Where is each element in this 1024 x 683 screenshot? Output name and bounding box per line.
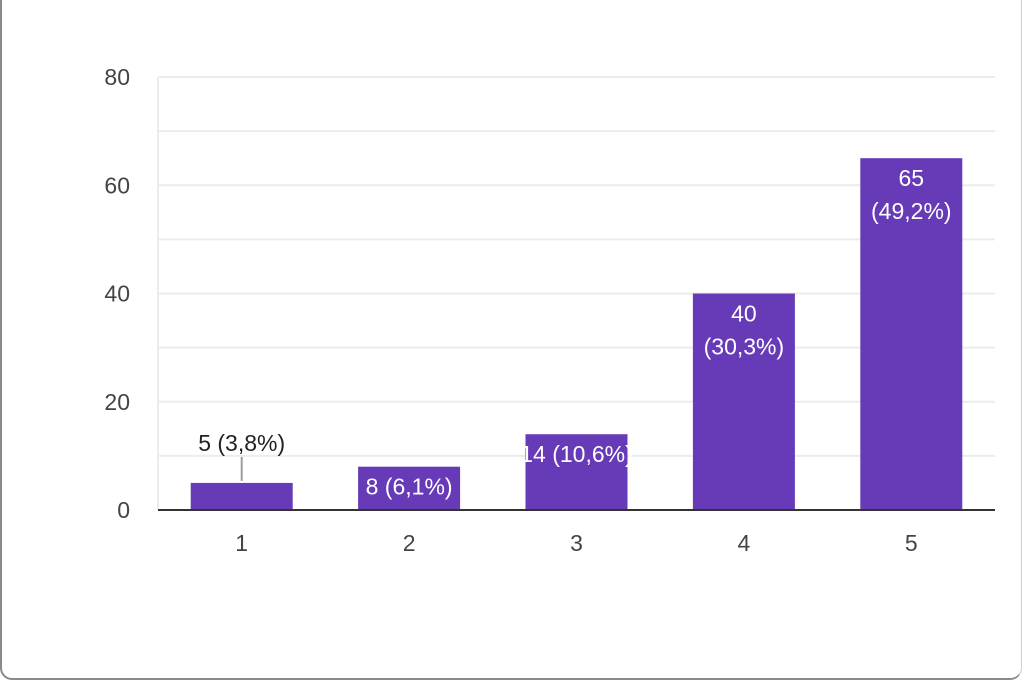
bar [190,482,293,510]
bar [358,466,461,510]
data-label: 5 (3,8%) [198,430,285,456]
data-label-percent: (49,2%) [871,198,952,224]
x-tick-label: 1 [235,530,248,556]
bar [692,293,795,510]
y-tick-label: 40 [104,281,130,307]
x-tick-label: 5 [905,530,918,556]
y-tick-label: 60 [104,172,130,198]
data-label: 14 (10,6%) [520,441,633,467]
y-axis-ticks: 0 20 40 60 80 [104,64,130,523]
data-label-percent: (30,3%) [704,334,785,360]
y-tick-label: 80 [104,64,130,90]
gridlines [157,76,995,510]
y-tick-label: 20 [104,389,130,415]
x-tick-label: 4 [738,530,751,556]
data-label-value: 40 [731,301,757,327]
data-label-value: 65 [899,165,925,191]
bars: 5 (3,8%) 8 (6,1%) 14 (10,6%) 40 (30,3%) 65 (49… [190,158,963,510]
x-tick-label: 3 [570,530,583,556]
bar [860,158,963,510]
y-tick-label: 0 [117,497,130,523]
x-axis-ticks: 1 2 3 4 5 [235,530,917,556]
data-label: 8 (6,1%) [366,474,453,500]
bar [525,434,628,510]
x-tick-label: 2 [403,530,416,556]
